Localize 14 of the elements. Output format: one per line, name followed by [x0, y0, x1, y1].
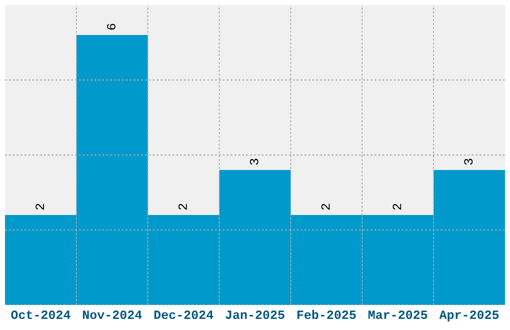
x-tick-label: Feb-2025 — [297, 310, 356, 320]
data-label: 2 — [178, 204, 187, 210]
data-label: 6 — [107, 24, 116, 30]
x-tick-label: Apr-2025 — [439, 310, 499, 322]
data-label: 2 — [392, 204, 402, 210]
data-label: 2 — [321, 204, 330, 210]
x-tick-label: Jan-2025 — [226, 310, 284, 320]
data-label: 3 — [464, 158, 473, 165]
data-label: 2 — [36, 204, 44, 210]
x-tick-label: Dec-2024 — [154, 310, 214, 320]
x-tick-label: Oct-2024 — [11, 310, 70, 320]
x-tick-label: Nov-2024 — [82, 310, 142, 320]
x-tick-label: Mar-2025 — [368, 310, 428, 320]
data-label: 3 — [250, 158, 258, 165]
